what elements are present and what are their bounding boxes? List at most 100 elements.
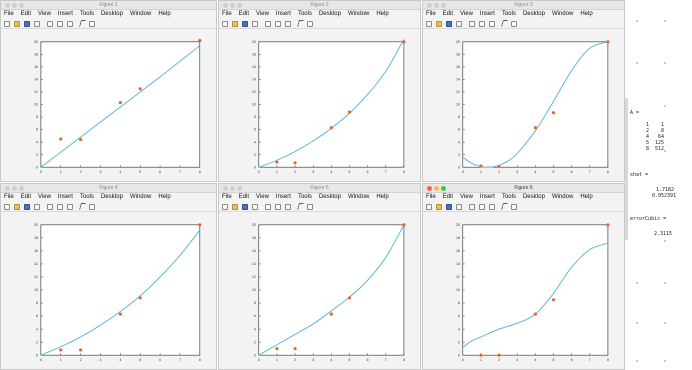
save-icon[interactable] <box>242 203 248 210</box>
minimize-button[interactable] <box>12 3 17 8</box>
menu-help[interactable]: Help <box>158 11 171 17</box>
insert-legend-icon[interactable] <box>285 20 291 27</box>
minimize-button[interactable] <box>230 186 235 191</box>
insert-legend-icon[interactable] <box>489 20 495 27</box>
minimize-button[interactable] <box>230 3 235 8</box>
pointer-arrow-icon[interactable] <box>501 203 508 210</box>
title-bar[interactable]: Figure 3 <box>423 1 624 10</box>
menu-view[interactable]: View <box>256 11 269 17</box>
minimize-button[interactable] <box>434 186 439 191</box>
menu-file[interactable]: File <box>222 11 232 17</box>
print-icon[interactable] <box>456 203 462 210</box>
close-button[interactable] <box>5 186 10 191</box>
menu-edit[interactable]: Edit <box>238 11 250 17</box>
new-figure-icon[interactable] <box>222 203 228 210</box>
open-file-icon[interactable] <box>436 20 442 27</box>
insert-colorbar-icon[interactable] <box>57 20 63 27</box>
open-file-icon[interactable] <box>14 20 20 27</box>
zoom-button[interactable] <box>441 3 446 8</box>
link-plot-icon[interactable] <box>469 20 475 27</box>
insert-legend-icon[interactable] <box>67 203 73 210</box>
title-bar[interactable]: Figure 6 <box>423 184 624 193</box>
pointer-arrow-icon[interactable] <box>297 20 304 27</box>
figure-window-6[interactable]: Figure 6 File Edit View Insert Tools Desktop Wi… <box>422 183 625 370</box>
insert-legend-icon[interactable] <box>489 203 495 210</box>
menu-help[interactable]: Help <box>580 11 593 17</box>
menu-file[interactable]: File <box>4 11 14 17</box>
pointer-arrow-icon[interactable] <box>79 203 86 210</box>
menu-insert[interactable]: Insert <box>57 194 73 200</box>
insert-colorbar-icon[interactable] <box>275 203 281 210</box>
print-icon[interactable] <box>252 20 258 27</box>
menu-insert[interactable]: Insert <box>479 11 495 17</box>
menu-edit[interactable]: Edit <box>238 194 250 200</box>
print-icon[interactable] <box>252 203 258 210</box>
pointer-arrow-icon[interactable] <box>297 203 304 210</box>
insert-legend-icon[interactable] <box>285 203 291 210</box>
minimize-button[interactable] <box>12 186 17 191</box>
insert-colorbar-icon[interactable] <box>275 20 281 27</box>
link-plot-icon[interactable] <box>47 20 53 27</box>
new-figure-icon[interactable] <box>426 20 432 27</box>
menu-help[interactable]: Help <box>158 194 171 200</box>
menu-help[interactable]: Help <box>376 11 389 17</box>
pointer-arrow-icon[interactable] <box>79 20 86 27</box>
menu-window[interactable]: Window <box>347 194 370 200</box>
insert-legend-icon[interactable] <box>67 20 73 27</box>
save-icon[interactable] <box>24 203 30 210</box>
menu-desktop[interactable]: Desktop <box>100 194 123 200</box>
menu-edit[interactable]: Edit <box>20 194 32 200</box>
figure-window-5[interactable]: Figure 5 File Edit View Insert Tools Desktop Wi… <box>218 183 421 370</box>
figure-window-1[interactable]: Figure 1 File Edit View Insert Tools Desktop Wi… <box>0 0 217 182</box>
save-icon[interactable] <box>242 20 248 27</box>
title-bar[interactable]: Figure 4 <box>1 184 216 193</box>
zoom-button[interactable] <box>441 186 446 191</box>
zoom-button[interactable] <box>19 186 24 191</box>
property-editor-icon[interactable] <box>89 203 95 210</box>
menu-tools[interactable]: Tools <box>297 194 312 200</box>
menu-window[interactable]: Window <box>129 194 152 200</box>
menu-window[interactable]: Window <box>551 194 574 200</box>
menu-view[interactable]: View <box>256 194 269 200</box>
figure-window-3[interactable]: Figure 3 File Edit View Insert Tools Desktop Wi… <box>422 0 625 182</box>
save-icon[interactable] <box>446 20 452 27</box>
print-icon[interactable] <box>456 20 462 27</box>
menu-file[interactable]: File <box>426 11 436 17</box>
insert-colorbar-icon[interactable] <box>57 203 63 210</box>
save-icon[interactable] <box>446 203 452 210</box>
close-button[interactable] <box>223 3 228 8</box>
open-file-icon[interactable] <box>232 20 238 27</box>
menu-desktop[interactable]: Desktop <box>318 194 341 200</box>
menu-desktop[interactable]: Desktop <box>318 11 341 17</box>
property-editor-icon[interactable] <box>307 203 313 210</box>
property-editor-icon[interactable] <box>89 20 95 27</box>
close-button[interactable] <box>223 186 228 191</box>
new-figure-icon[interactable] <box>426 203 432 210</box>
title-bar[interactable]: Figure 2 <box>219 1 420 10</box>
menu-view[interactable]: View <box>460 11 473 17</box>
menu-window[interactable]: Window <box>347 11 370 17</box>
menu-file[interactable]: File <box>4 194 14 200</box>
link-plot-icon[interactable] <box>47 203 53 210</box>
menu-tools[interactable]: Tools <box>297 11 312 17</box>
save-icon[interactable] <box>24 20 30 27</box>
menu-view[interactable]: View <box>38 11 51 17</box>
menu-edit[interactable]: Edit <box>442 194 454 200</box>
close-button[interactable] <box>5 3 10 8</box>
menu-tools[interactable]: Tools <box>79 194 94 200</box>
menu-desktop[interactable]: Desktop <box>100 11 123 17</box>
link-plot-icon[interactable] <box>265 20 271 27</box>
print-icon[interactable] <box>34 20 40 27</box>
open-file-icon[interactable] <box>14 203 20 210</box>
new-figure-icon[interactable] <box>222 20 228 27</box>
menu-window[interactable]: Window <box>551 11 574 17</box>
figure-window-4[interactable]: Figure 4 File Edit View Insert Tools Desktop Wi… <box>0 183 217 370</box>
menu-tools[interactable]: Tools <box>79 11 94 17</box>
menu-file[interactable]: File <box>222 194 232 200</box>
menu-help[interactable]: Help <box>580 194 593 200</box>
close-button[interactable] <box>427 186 432 191</box>
property-editor-icon[interactable] <box>511 203 517 210</box>
pointer-arrow-icon[interactable] <box>501 20 508 27</box>
title-bar[interactable]: Figure 1 <box>1 1 216 10</box>
menu-tools[interactable]: Tools <box>501 194 516 200</box>
